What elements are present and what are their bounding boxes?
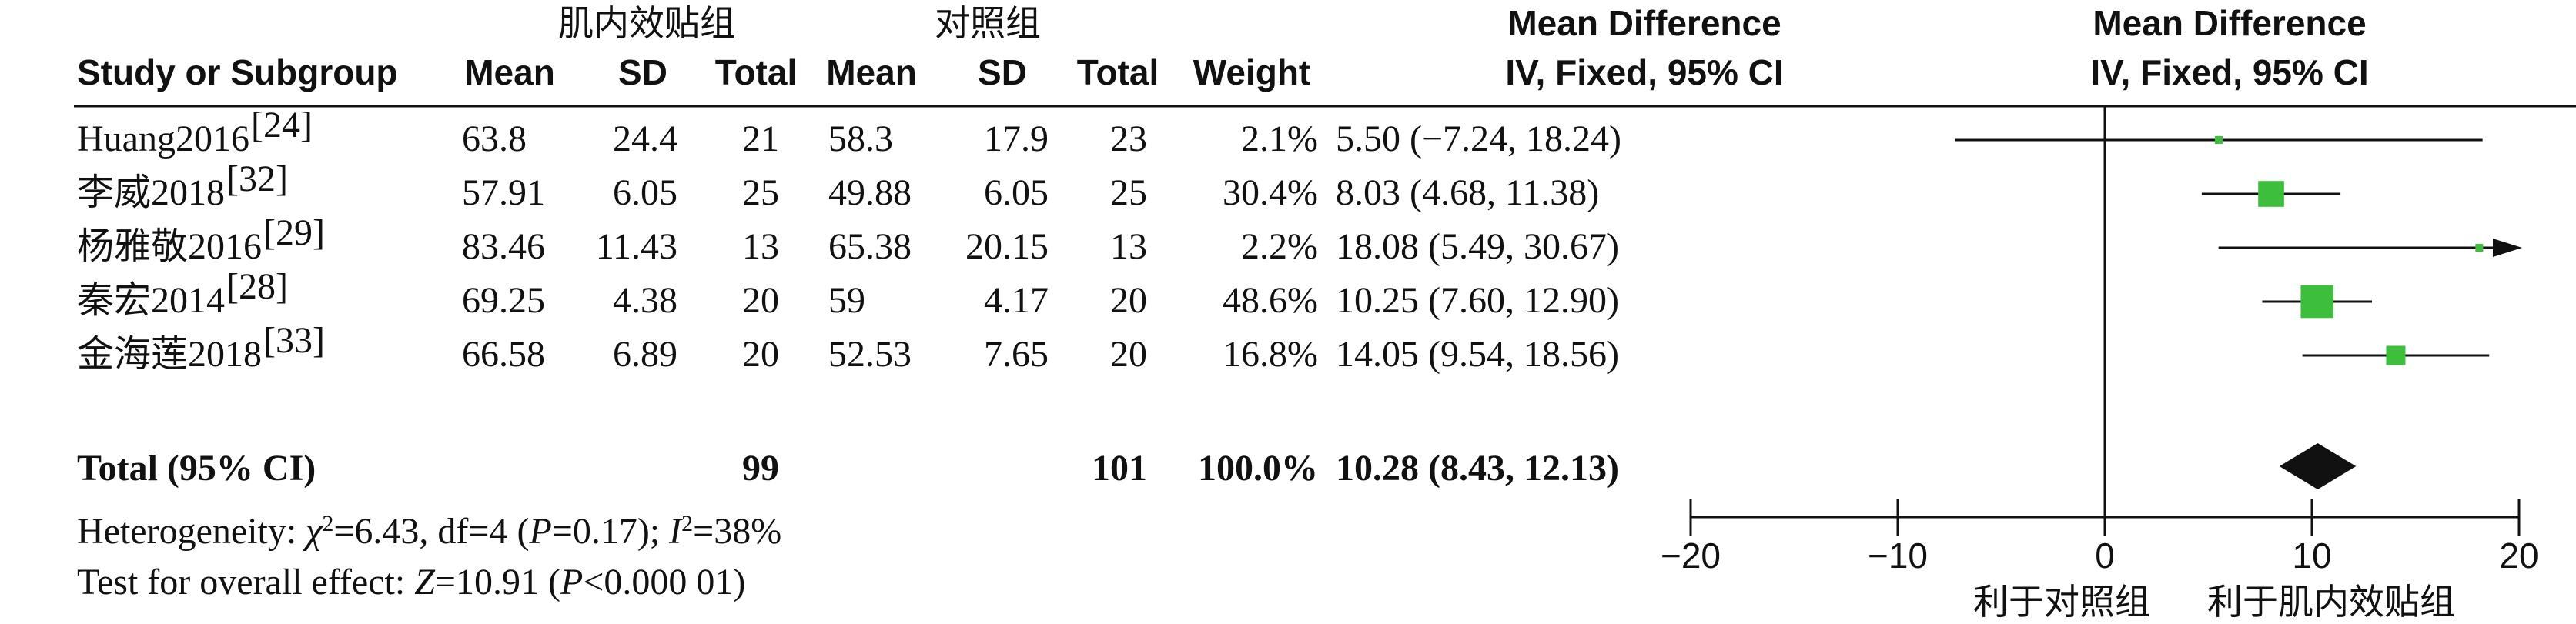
cell-mean-t: 69.25 [462,280,545,321]
cell-total-c: 20 [1110,334,1147,375]
ci-overflow-arrow [2493,239,2522,257]
table-row: 李威2018 [32] 57.91 6.05 25 49.88 6.05 25 30.4% 8.0… [77,159,1599,213]
cell-total-c: 23 [1110,118,1147,159]
header-weight: Weight [1193,52,1310,92]
cell-sd-c: 6.05 [984,172,1049,213]
cell-sd-t: 6.89 [613,334,677,375]
heterogeneity-text: Heterogeneity: χ2=6.43, df=4 (P=0.17); I… [77,511,781,552]
study-effect-square [2300,285,2333,319]
x-tick-label: 20 [2499,536,2538,576]
cell-mean-t: 63.8 [462,118,527,159]
study-effect-square [2258,181,2284,207]
md-header-line1: Mean Difference [1507,3,1781,43]
cell-total-c: 13 [1110,226,1147,267]
header-total-treatment: Total [715,52,797,92]
cell-ci: 10.25 (7.60, 12.90) [1336,280,1619,321]
header-sd-control: SD [978,52,1027,92]
cell-ci: 5.50 (−7.24, 18.24) [1336,118,1621,159]
cell-weight: 48.6% [1223,280,1318,321]
study-effect-square [2475,244,2484,252]
cell-ci: 18.08 (5.49, 30.67) [1336,226,1619,267]
study-reference: [33] [263,320,325,361]
cell-sd-c: 17.9 [984,118,1049,159]
study-reference: [24] [251,105,313,145]
study-rows: Huang2016 [24] 63.8 24.4 21 58.3 17.9 23 2.1% 5.5… [77,105,1621,375]
cell-sd-t: 11.43 [596,226,677,267]
header-study: Study or Subgroup [77,52,398,92]
study-name: 秦宏2014 [77,280,225,321]
total-weight: 100.0% [1198,448,1318,489]
overall-effect-text: Test for overall effect: Z=10.91 (P<0.00… [77,562,745,602]
cell-mean-c: 65.38 [828,226,912,267]
control-group-label: 对照组 [935,2,1041,44]
study-effect-square [2214,136,2223,144]
header-sd-treatment: SD [618,52,667,92]
total-label: Total (95% CI) [77,448,316,489]
table-row: 秦宏2014 [28] 69.25 4.38 20 59 4.17 20 48.6% 10.25 … [77,266,1619,321]
cell-mean-c: 52.53 [828,334,912,375]
x-tick-label: 10 [2292,536,2331,576]
md-header-line2: IV, Fixed, 95% CI [1505,52,1783,92]
cell-total-c: 25 [1110,172,1147,213]
cell-mean-t: 83.46 [462,226,545,267]
study-reference: [29] [263,212,325,253]
cell-sd-t: 4.38 [613,280,677,321]
total-row: Total (95% CI) 99 101 100.0% 10.28 (8.43… [77,448,1619,489]
favors-treatment-label: 利于肌内效贴组 [2207,581,2455,622]
cell-ci: 8.03 (4.68, 11.38) [1336,172,1599,213]
study-name: Huang2016 [77,118,249,159]
x-tick-label: −10 [1868,536,1928,576]
cell-sd-t: 6.05 [613,172,677,213]
cell-total-t: 21 [742,118,779,159]
cell-sd-c: 20.15 [965,226,1049,267]
study-name: 杨雅敬2016 [77,226,262,267]
cell-ci: 14.05 (9.54, 18.56) [1336,334,1619,375]
table-row: 杨雅敬2016 [29] 83.46 11.43 13 65.38 20.15 13 2.2% 1… [77,212,1619,267]
cell-mean-c: 58.3 [828,118,893,159]
cell-mean-c: 59 [828,280,865,321]
plot-header-line2: IV, Fixed, 95% CI [2090,52,2368,92]
header-mean-control: Mean [826,52,917,92]
total-control-n: 101 [1092,448,1147,489]
cell-total-t: 20 [742,280,779,321]
cell-total-t: 25 [742,172,779,213]
cell-weight: 30.4% [1223,172,1318,213]
table-row: 金海莲2018 [33] 66.58 6.89 20 52.53 7.65 20 16.8% 14… [77,320,1619,375]
total-treatment-n: 99 [742,448,779,489]
cell-mean-c: 49.88 [828,172,912,213]
header-mean-treatment: Mean [464,52,555,92]
forest-plot: −20 −10 0 10 20 [1661,106,2539,576]
header-total-control: Total [1077,52,1159,92]
study-name: 李威2018 [77,172,225,213]
treatment-group-label: 肌内效贴组 [558,2,735,44]
cell-total-t: 13 [742,226,779,267]
x-tick-label: 0 [2095,536,2115,576]
study-reference: [28] [226,266,288,307]
x-tick-label: −20 [1661,536,1721,576]
cell-total-c: 20 [1110,280,1147,321]
study-name: 金海莲2018 [77,334,262,375]
cell-weight: 2.1% [1241,118,1318,159]
cell-sd-c: 4.17 [984,280,1049,321]
cell-mean-t: 66.58 [462,334,545,375]
study-effect-square [2386,345,2406,365]
overall-effect-diamond [2279,443,2357,489]
total-ci: 10.28 (8.43, 12.13) [1336,448,1619,489]
cell-sd-c: 7.65 [984,334,1049,375]
cell-mean-t: 57.91 [462,172,545,213]
table-row: Huang2016 [24] 63.8 24.4 21 58.3 17.9 23 2.1% 5.5… [77,105,1621,159]
cell-weight: 16.8% [1223,334,1318,375]
cell-total-t: 20 [742,334,779,375]
cell-sd-t: 24.4 [613,118,677,159]
study-reference: [32] [226,159,288,199]
favors-control-label: 利于对照组 [1973,581,2150,622]
plot-header-line1: Mean Difference [2093,3,2366,43]
cell-weight: 2.2% [1241,226,1318,267]
